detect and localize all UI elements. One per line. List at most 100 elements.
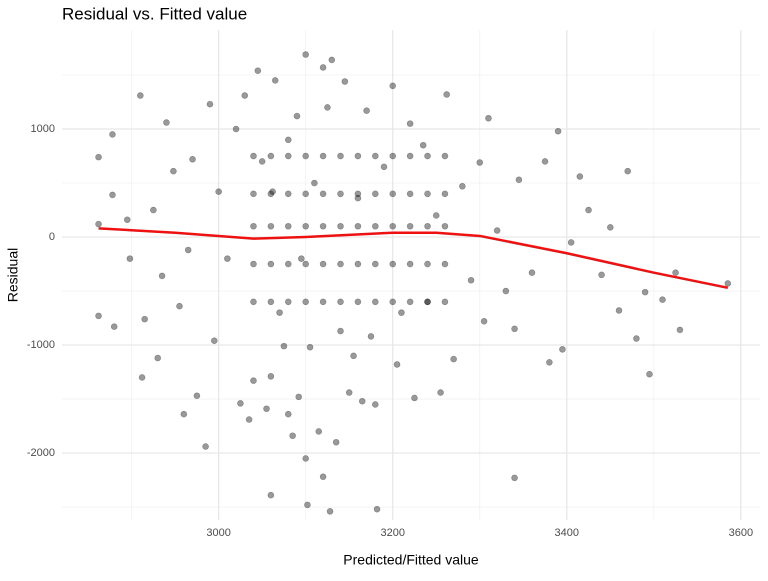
point bbox=[372, 298, 379, 306]
point bbox=[607, 224, 614, 231]
chart-title: Residual vs. Fitted value bbox=[62, 4, 247, 23]
point bbox=[441, 298, 449, 306]
point bbox=[284, 222, 292, 230]
point bbox=[554, 127, 562, 135]
point bbox=[354, 152, 362, 160]
point bbox=[406, 120, 414, 127]
point bbox=[559, 346, 566, 353]
point bbox=[424, 152, 431, 160]
point bbox=[263, 405, 270, 413]
point bbox=[267, 298, 275, 306]
point bbox=[284, 410, 292, 418]
point bbox=[267, 260, 275, 268]
point bbox=[319, 473, 327, 481]
point bbox=[319, 190, 327, 198]
point bbox=[389, 298, 397, 306]
point bbox=[389, 152, 397, 160]
point bbox=[289, 432, 296, 440]
point bbox=[319, 260, 327, 268]
point bbox=[502, 287, 510, 295]
point bbox=[224, 255, 231, 262]
point bbox=[245, 416, 253, 423]
point bbox=[215, 188, 222, 195]
point bbox=[328, 56, 336, 64]
point bbox=[576, 173, 584, 180]
point bbox=[280, 342, 288, 350]
point bbox=[189, 155, 196, 163]
point bbox=[354, 190, 362, 198]
point bbox=[123, 216, 131, 224]
point bbox=[302, 222, 309, 230]
point bbox=[354, 222, 362, 230]
point bbox=[284, 152, 292, 160]
point bbox=[267, 190, 275, 198]
point bbox=[293, 112, 301, 120]
point bbox=[109, 191, 116, 199]
point bbox=[615, 307, 623, 314]
point bbox=[354, 260, 362, 268]
point bbox=[372, 190, 379, 198]
x-tick-label: 3000 bbox=[206, 527, 230, 539]
point bbox=[393, 361, 401, 368]
point bbox=[633, 335, 640, 342]
point bbox=[406, 298, 414, 306]
point bbox=[304, 501, 311, 509]
point bbox=[528, 269, 536, 276]
y-tick-label: -2000 bbox=[27, 447, 55, 459]
point bbox=[372, 401, 379, 408]
point bbox=[406, 222, 414, 230]
point bbox=[267, 373, 275, 380]
point bbox=[326, 508, 334, 515]
point bbox=[485, 114, 492, 122]
point bbox=[211, 337, 218, 345]
point bbox=[345, 389, 353, 396]
point bbox=[95, 153, 102, 161]
point bbox=[337, 327, 344, 335]
point bbox=[541, 158, 549, 165]
point bbox=[138, 374, 146, 381]
point bbox=[141, 315, 148, 323]
point bbox=[372, 222, 379, 230]
point bbox=[389, 82, 397, 90]
point bbox=[95, 220, 102, 228]
point bbox=[315, 428, 323, 435]
point bbox=[150, 206, 157, 214]
point bbox=[109, 131, 116, 138]
point bbox=[302, 260, 309, 268]
point bbox=[424, 190, 431, 198]
y-tick-label: -1000 bbox=[27, 339, 55, 351]
point bbox=[126, 255, 134, 262]
point bbox=[515, 176, 523, 184]
point bbox=[363, 107, 370, 114]
point bbox=[250, 222, 257, 230]
point bbox=[372, 152, 379, 160]
point bbox=[95, 312, 102, 320]
point bbox=[358, 397, 366, 405]
point bbox=[258, 158, 266, 165]
point bbox=[298, 255, 305, 262]
point bbox=[432, 212, 440, 219]
point bbox=[354, 194, 362, 202]
point bbox=[372, 260, 379, 268]
point bbox=[302, 455, 309, 462]
point bbox=[406, 260, 414, 268]
point bbox=[302, 51, 309, 58]
point bbox=[424, 298, 431, 306]
point bbox=[137, 92, 144, 99]
point bbox=[284, 190, 292, 198]
point bbox=[424, 222, 431, 230]
point bbox=[441, 152, 449, 160]
point bbox=[324, 104, 331, 111]
point bbox=[641, 288, 649, 296]
point bbox=[672, 269, 679, 276]
point bbox=[646, 370, 653, 378]
point bbox=[337, 152, 344, 160]
point bbox=[450, 355, 457, 363]
point bbox=[373, 505, 381, 513]
point bbox=[250, 260, 257, 268]
point bbox=[302, 298, 309, 306]
point bbox=[302, 152, 309, 160]
point bbox=[389, 190, 397, 198]
point bbox=[184, 246, 192, 254]
